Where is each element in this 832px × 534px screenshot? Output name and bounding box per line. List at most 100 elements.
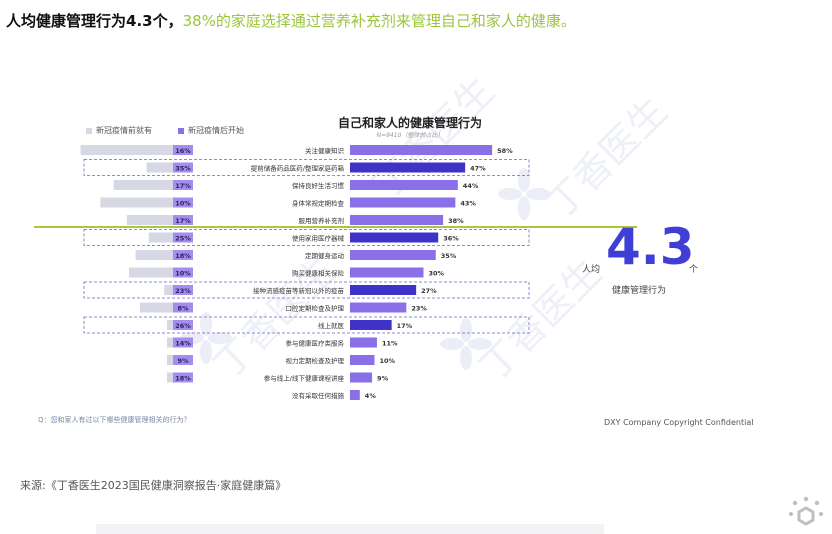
overall-label: 9%: [377, 375, 389, 383]
highlight-box: [83, 159, 530, 176]
chart-legend: 新冠疫情前就有 新冠疫情后开始: [86, 125, 244, 136]
chart-subtitle: N=9410（整体的占比）: [376, 132, 444, 139]
before-bar: [167, 337, 173, 348]
overall-label: 35%: [441, 252, 457, 260]
after-bar: [173, 232, 193, 243]
legend-label-after: 新冠疫情后开始: [188, 126, 244, 135]
after-bar: [173, 215, 193, 225]
source-citation: 来源:《丁香医生2023国民健康洞察报告·家庭健康篇》: [20, 479, 287, 492]
category-label: 线上就医: [318, 321, 345, 330]
after-label: 26%: [175, 322, 191, 330]
before-bar: [167, 372, 173, 383]
after-bar: [173, 162, 193, 173]
before-bar: [113, 180, 173, 190]
overall-bar: [350, 180, 458, 190]
overall-label: 38%: [448, 217, 464, 225]
after-label: 17%: [175, 217, 191, 225]
overall-label: 30%: [429, 270, 445, 278]
overall-bar: [350, 215, 444, 225]
overall-bar: [350, 337, 377, 348]
overall-label: 10%: [380, 357, 396, 365]
category-label: 视力定期检查及护理: [286, 356, 345, 365]
category-label: 身体常规定期检查: [292, 199, 345, 208]
overall-bar: [350, 197, 456, 208]
headline: 人均健康管理行为4.3个，38%的家庭选择通过营养补充剂来管理自己和家人的健康。: [6, 10, 576, 31]
headline-main: 人均健康管理行为4.3个，: [6, 12, 183, 30]
question-note: Q：您和家人有过以下哪些健康管理相关的行为？: [38, 416, 191, 424]
overall-bar: [350, 232, 439, 243]
legend-item-after: 新冠疫情后开始: [178, 125, 244, 136]
category-label: 参与健康医疗类服务: [286, 339, 345, 348]
overall-bar: [350, 285, 417, 295]
category-label: 购买健康相关保险: [292, 269, 345, 278]
highlight-box: [83, 229, 530, 246]
before-bar: [135, 250, 173, 260]
after-label: 10%: [175, 200, 191, 208]
headline-accent: 38%的家庭选择通过营养补充剂来管理自己和家人的健康。: [182, 12, 576, 30]
before-bar: [126, 215, 173, 225]
category-label: 使用家用医疗器械: [292, 234, 345, 243]
category-label: 关注健康知识: [305, 146, 345, 155]
footer-strip: [96, 524, 604, 534]
overall-bar: [350, 390, 360, 400]
after-bar: [173, 320, 193, 330]
overall-bar: [350, 320, 392, 330]
big-stat-suffix: 个: [689, 265, 699, 275]
after-bar: [173, 267, 193, 278]
overall-label: 4%: [365, 392, 377, 400]
before-bar: [146, 162, 173, 173]
overall-label: 27%: [421, 287, 437, 295]
overall-label: 58%: [497, 147, 513, 155]
after-bar: [173, 180, 193, 190]
highlight-box: [83, 281, 530, 299]
before-bar: [100, 197, 173, 208]
chart-title: 自己和家人的健康管理行为: [337, 116, 482, 130]
after-label: 35%: [175, 165, 191, 173]
before-bar: [80, 145, 173, 155]
category-label: 保持良好生活习惯: [292, 181, 345, 190]
after-bar: [173, 355, 193, 365]
after-bar: [173, 285, 193, 295]
category-label: 参与线上/线下健康课程讲座: [264, 374, 345, 383]
category-label: 提前储备药品医药/整理家庭药箱: [251, 164, 345, 173]
overall-bar: [350, 250, 436, 260]
overall-label: 11%: [382, 340, 398, 348]
before-bar: [140, 302, 173, 313]
category-label: 口腔定期检查及护理: [286, 304, 345, 313]
legend-swatch-after: [178, 127, 184, 134]
before-bar: [164, 285, 173, 295]
legend-label-before: 新冠疫情前就有: [96, 126, 152, 135]
big-stat-number: 4.3: [606, 218, 695, 276]
after-bar: [173, 302, 193, 313]
overall-label: 47%: [470, 165, 486, 173]
before-bar: [148, 232, 173, 243]
after-bar: [173, 250, 193, 260]
before-bar: [167, 355, 173, 365]
big-stat-caption: 健康管理行为: [612, 286, 667, 296]
category-label: 定期健身运动: [305, 251, 345, 260]
after-label: 17%: [175, 182, 191, 190]
overall-bar: [350, 267, 424, 278]
category-label: 没有采取任何措施: [292, 391, 345, 400]
after-bar: [173, 372, 193, 383]
after-label: 25%: [175, 235, 191, 243]
overall-bar: [350, 162, 466, 173]
overall-label: 36%: [443, 235, 459, 243]
after-label: 18%: [175, 375, 191, 383]
before-bar: [167, 320, 173, 330]
after-label: 14%: [175, 340, 191, 348]
after-label: 23%: [175, 287, 191, 295]
after-bar: [173, 145, 193, 155]
category-label: 服用营养补充剂: [299, 216, 345, 225]
category-label: 接种流感疫苗等新冠以外的疫苗: [253, 286, 345, 295]
copyright: DXY Company Copyright Confidential: [604, 418, 754, 427]
overall-label: 43%: [460, 200, 476, 208]
after-label: 18%: [175, 252, 191, 260]
before-bar: [129, 267, 173, 278]
overall-bar: [350, 302, 407, 313]
overall-bar: [350, 355, 375, 365]
after-bar: [173, 337, 193, 348]
overall-label: 17%: [397, 322, 413, 330]
after-label: 9%: [177, 357, 189, 365]
highlight-box: [83, 316, 530, 334]
